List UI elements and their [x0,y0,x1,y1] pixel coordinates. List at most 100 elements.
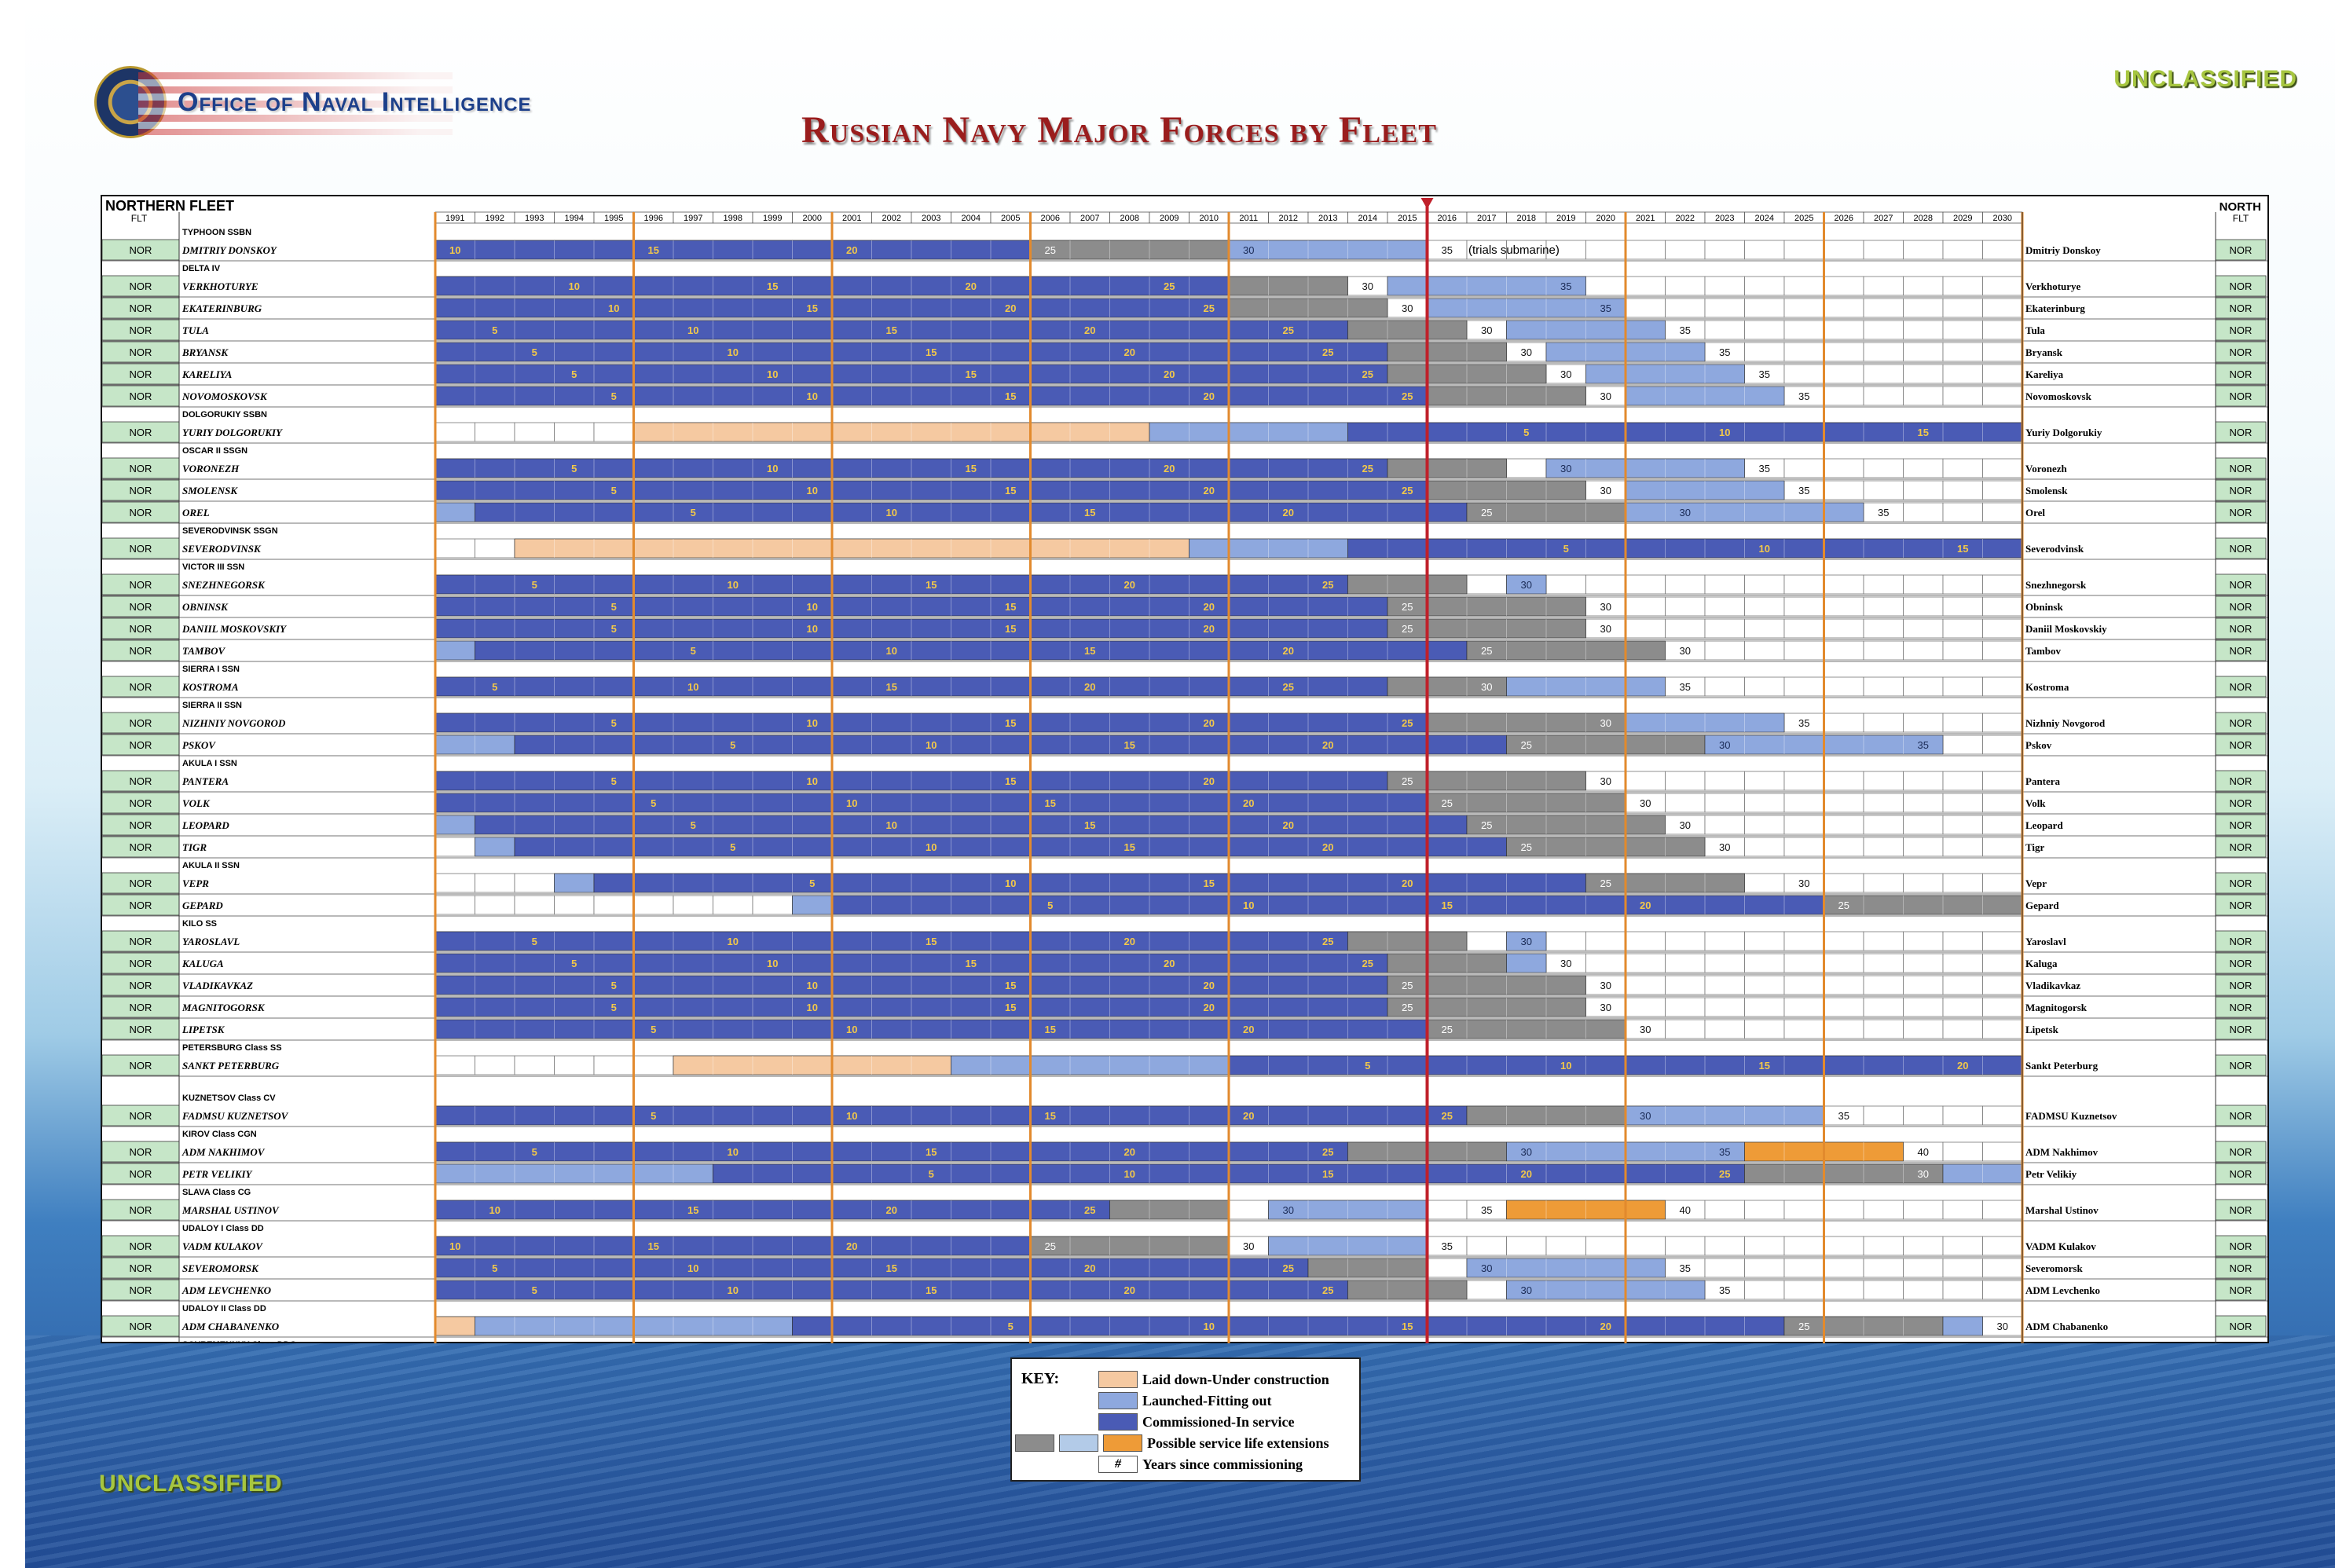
ship-name: EKATERINBURG [181,302,262,314]
years-label: 30 [1560,958,1571,969]
ship-name: SANKT PETERBURG [182,1060,280,1072]
grid-cell [1704,1258,1745,1278]
years-label: 10 [1719,427,1730,438]
flt-cell [101,974,180,996]
flt-value-right: NOR [2230,324,2253,336]
years-label: 5 [1523,427,1529,438]
flt-value: NOR [130,601,152,613]
years-label: 15 [648,244,659,256]
years-label: 5 [1008,1321,1014,1332]
grid-cell [514,422,555,442]
grid-cell [1466,931,1507,951]
year-label: 2020 [1596,214,1615,223]
grid-cell [713,895,753,915]
years-label: 5 [1047,899,1053,911]
service-bar [1109,1200,1230,1220]
grid-cell [1783,1236,1824,1256]
grid-cell [1744,574,1785,595]
flt-cell-right [2215,341,2267,363]
service-bar [1387,953,1507,973]
ship-name: PETR VELIKIY [182,1168,253,1180]
years-label: 20 [1204,623,1215,635]
grid-cell [1744,640,1785,661]
grid-cell [1783,480,1824,500]
grid-cell [554,422,595,442]
grid-cell [1704,953,1745,973]
grid-cell [1783,953,1824,973]
service-bar [434,793,1428,813]
class-header: UDALOY II Class DD [182,1304,266,1313]
flt-cell [101,734,180,756]
flt-cell [101,894,180,916]
years-label: 5 [611,390,617,402]
grid-cell [1824,953,1864,973]
grid-cell [1942,1200,1983,1220]
years-label: 10 [886,819,897,831]
grid-cell [1903,873,1944,893]
class-header: KUZNETSOV Class CV [182,1094,276,1103]
grid-cell [1863,276,1904,296]
grid-cell [1863,364,1904,384]
years-label: 30 [1600,485,1611,496]
service-bar [475,502,1468,522]
key-label: Possible service life extensions [1147,1434,1329,1451]
grid-cell [1347,276,1388,296]
service-bar [951,1055,1230,1075]
years-label: 35 [1918,739,1929,751]
flt-cell [101,341,180,363]
service-bar [792,895,833,915]
years-label: 25 [1402,775,1413,787]
grid-cell [1783,815,1824,835]
years-label: 10 [846,797,857,809]
years-label: 20 [1243,1110,1254,1122]
service-bar [1506,1200,1666,1220]
flt-cell [101,479,180,501]
years-label: 10 [846,1024,857,1035]
grid-cell [1903,502,1944,522]
year-label: 2010 [1200,214,1219,223]
grid-cell [1863,793,1904,813]
years-label: 35 [1600,302,1611,314]
year-label: 2000 [803,214,822,223]
year-label: 2006 [1041,214,1060,223]
service-bar [1466,1258,1666,1278]
grid-cell [1942,574,1983,595]
years-label: 20 [1204,775,1215,787]
grid-cell [1982,364,2023,384]
years-label: 25 [1442,1024,1453,1035]
grid-cell [1824,771,1864,791]
flt-cell [101,617,180,639]
years-label: 5 [492,324,497,336]
grid-cell [1863,1019,1904,1039]
years-label: 30 [1560,463,1571,474]
service-bar [593,873,1586,893]
grid-cell [434,422,475,442]
flt-cell-right [2215,712,2267,734]
years-label: 20 [1204,485,1215,496]
service-bar [1228,240,1428,260]
service-bar [434,1316,475,1336]
service-bar [1189,538,1348,559]
flt-value-right: NOR [2230,390,2253,402]
flt-value-right: NOR [2230,1060,2253,1072]
year-label: 2030 [1993,214,2012,223]
grid-cell [1744,771,1785,791]
grid-cell [1665,793,1706,813]
ship-name-right: Marshal Ustinov [2025,1204,2099,1216]
grid-cell [1942,931,1983,951]
years-label: 35 [1680,324,1691,336]
service-bar [434,1200,1110,1220]
grid-cell [1744,618,1785,639]
service-bar [1030,1236,1230,1256]
years-label: 25 [1481,819,1492,831]
class-header: TYPHOON SSBN [182,228,251,237]
years-label: 15 [926,1146,937,1158]
grid-cell [1625,596,1666,617]
years-label: 15 [1005,980,1016,991]
years-label: 25 [1402,980,1413,991]
grid-cell [1942,618,1983,639]
years-label: 30 [1640,797,1651,809]
service-bar [1347,538,2023,559]
years-label: 30 [1560,368,1571,380]
flt-cell-right [2215,1199,2267,1221]
